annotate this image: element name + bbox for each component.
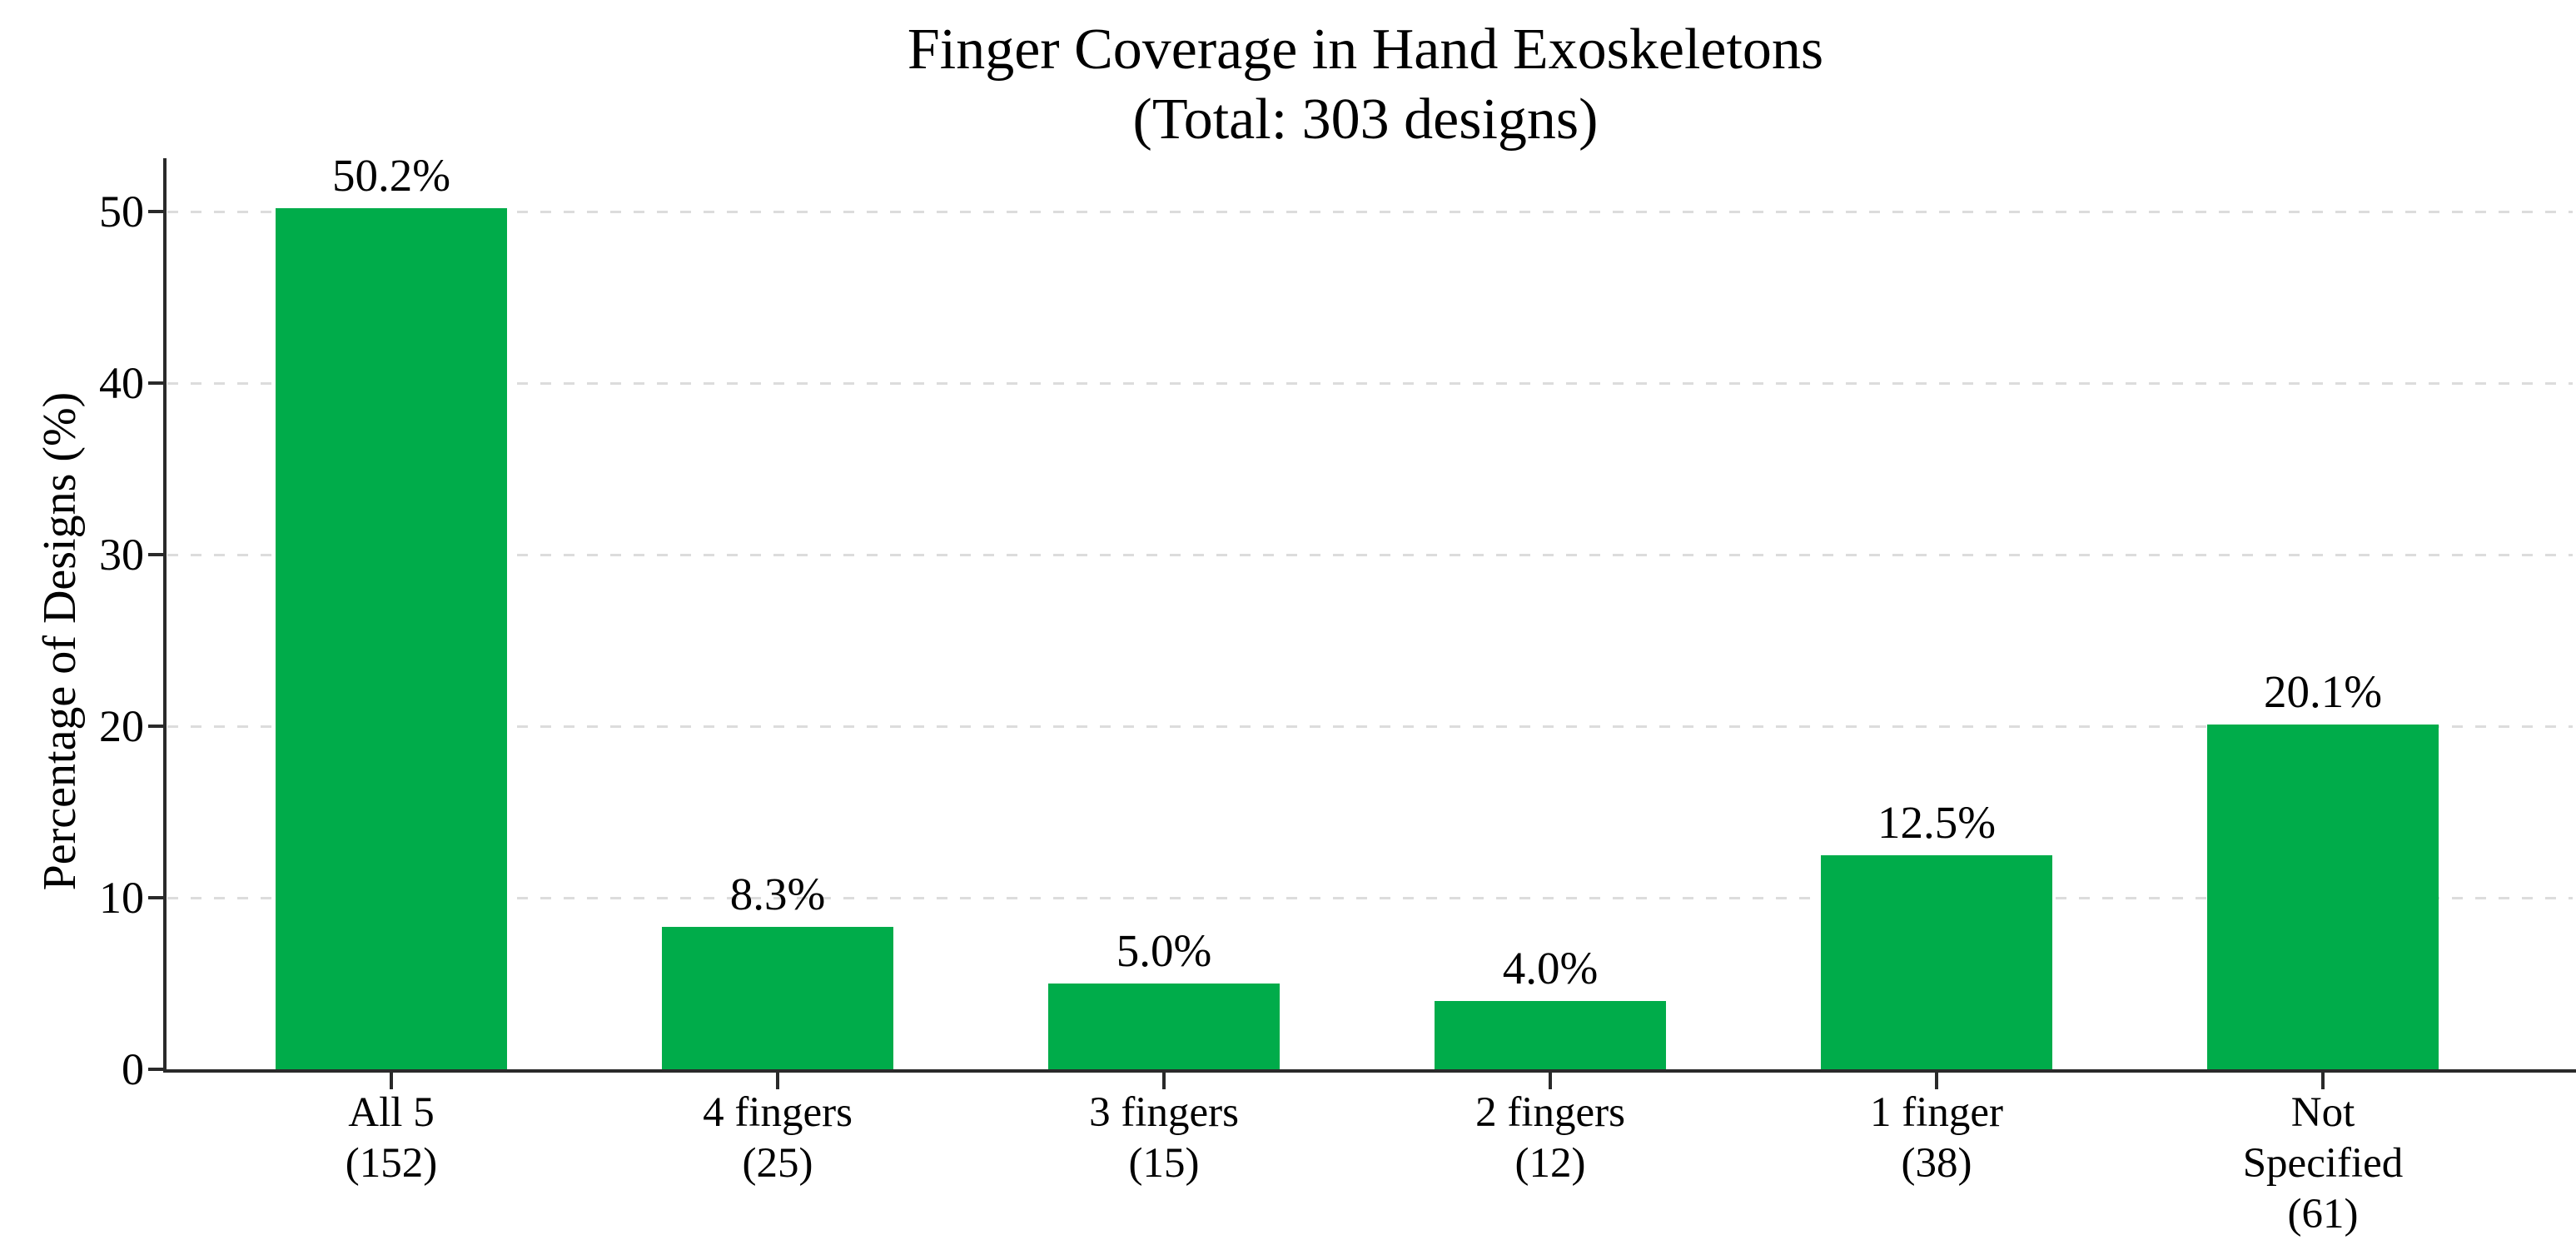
bar-value-label-1: 50.2% xyxy=(331,149,451,201)
x-tick-2 xyxy=(776,1073,779,1089)
x-tick-label-1: All 5 (152) xyxy=(345,1089,438,1187)
x-tick-4 xyxy=(1549,1073,1552,1089)
bar-value-label-3: 5.0% xyxy=(1116,925,1212,976)
bar-4 xyxy=(1435,1000,1666,1069)
x-tick-label-6: Not Specified (61) xyxy=(2242,1089,2404,1238)
gridline-30 xyxy=(167,554,2573,556)
bar-2 xyxy=(662,927,893,1069)
chart-title: Finger Coverage in Hand Exoskeletons xyxy=(907,17,1824,82)
x-axis-spine xyxy=(163,1069,2576,1073)
gridline-20 xyxy=(167,725,2573,728)
y-axis-spine xyxy=(163,158,167,1073)
x-tick-5 xyxy=(1935,1073,1938,1089)
chart-title-block: Finger Coverage in Hand Exoskeletons (To… xyxy=(908,15,1823,155)
bar-value-label-2: 8.3% xyxy=(729,869,826,920)
y-tick-label-20: 20 xyxy=(99,701,144,751)
bar-6 xyxy=(2207,724,2439,1069)
y-tick-20 xyxy=(148,725,166,728)
gridline-10 xyxy=(167,897,2573,899)
x-tick-label-4: 2 fingers (12) xyxy=(1475,1089,1625,1187)
bar-5 xyxy=(1821,854,2052,1069)
gridline-40 xyxy=(167,382,2573,385)
y-tick-label-10: 10 xyxy=(99,873,144,923)
bar-value-label-6: 20.1% xyxy=(2263,665,2383,717)
x-tick-label-5: 1 finger (38) xyxy=(1869,1089,2004,1187)
x-tick-6 xyxy=(2321,1073,2325,1089)
y-tick-label-40: 40 xyxy=(99,358,144,408)
x-tick-label-3: 3 fingers (15) xyxy=(1089,1089,1239,1187)
y-axis-label: Percentage of Designs (%) xyxy=(34,391,86,891)
x-tick-3 xyxy=(1162,1073,1166,1089)
y-tick-label-0: 0 xyxy=(122,1044,144,1094)
gridline-50 xyxy=(167,211,2573,213)
y-tick-50 xyxy=(148,210,166,213)
bar-1 xyxy=(276,207,507,1069)
y-tick-label-50: 50 xyxy=(99,187,144,237)
bar-3 xyxy=(1048,984,1280,1069)
bar-value-label-4: 4.0% xyxy=(1502,942,1599,994)
y-tick-10 xyxy=(148,896,166,899)
y-tick-0 xyxy=(148,1068,166,1071)
y-tick-40 xyxy=(148,381,166,385)
y-tick-label-30: 30 xyxy=(99,530,144,580)
bar-value-label-5: 12.5% xyxy=(1877,796,1997,848)
x-tick-1 xyxy=(390,1073,393,1089)
y-tick-30 xyxy=(148,553,166,556)
chart-subtitle: (Total: 303 designs) xyxy=(1132,87,1599,152)
x-tick-label-2: 4 fingers (25) xyxy=(703,1089,853,1187)
